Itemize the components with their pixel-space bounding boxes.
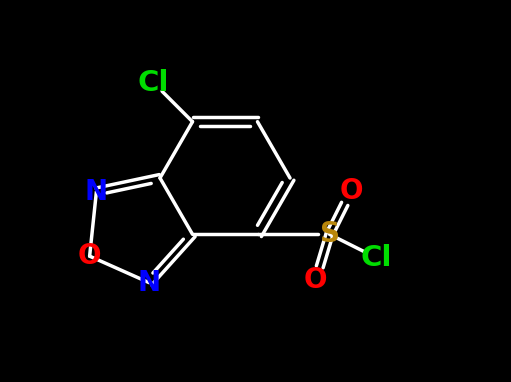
Text: Cl: Cl (360, 244, 392, 272)
Text: O: O (339, 177, 363, 206)
Text: O: O (78, 242, 101, 270)
Text: O: O (304, 266, 328, 294)
Text: S: S (319, 220, 339, 248)
Text: N: N (85, 178, 108, 206)
Text: Cl: Cl (138, 69, 169, 97)
Text: N: N (137, 269, 160, 296)
